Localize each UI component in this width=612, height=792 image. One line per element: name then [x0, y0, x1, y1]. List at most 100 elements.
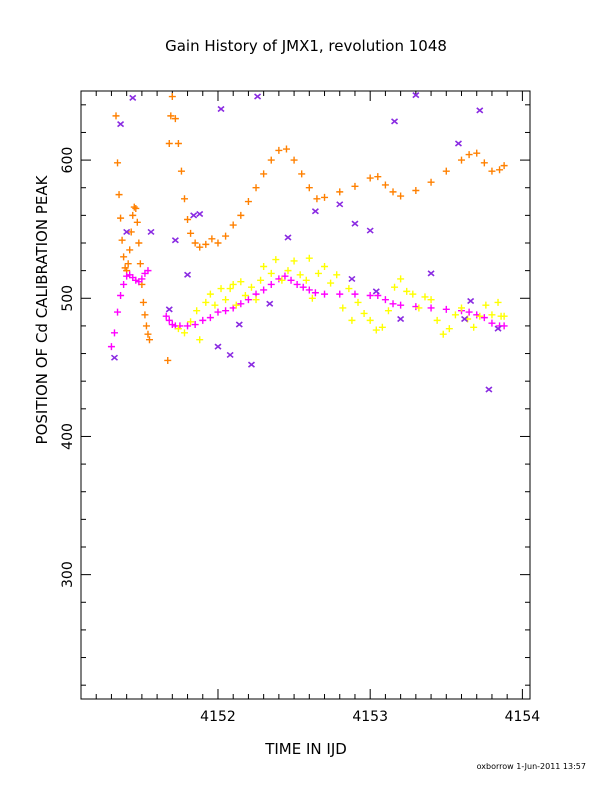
data-point-orange [412, 186, 420, 194]
data-point-orange [145, 336, 153, 344]
data-point-yellow [237, 278, 245, 286]
data-point-yellow [232, 301, 240, 309]
data-point-yellow [226, 285, 234, 293]
x-axis-label: TIME IN IJD [264, 740, 347, 758]
y-tick-label: 500 [60, 285, 76, 312]
data-point-yellow [327, 279, 335, 287]
data-point-orange [112, 112, 120, 120]
data-point-yellow [421, 293, 429, 301]
data-point-purple [366, 227, 374, 234]
data-point-purple [247, 361, 255, 368]
data-point-yellow [333, 271, 341, 279]
data-point-magenta [132, 276, 140, 284]
data-point-magenta [107, 343, 115, 351]
plot-frame [80, 90, 531, 700]
data-point-orange [298, 170, 306, 178]
data-point-purple [117, 121, 125, 128]
axis-ticks [80, 91, 530, 699]
data-point-magenta [162, 312, 170, 320]
data-point-magenta [293, 280, 301, 288]
data-point-purple [254, 93, 262, 100]
data-point-yellow [433, 316, 441, 324]
data-point-purple [412, 92, 420, 99]
chart-title: Gain History of JMX1, revolution 1048 [165, 37, 447, 55]
data-point-yellow [321, 262, 329, 270]
data-point-magenta [214, 308, 222, 316]
data-point-orange [465, 151, 473, 159]
data-point-magenta [473, 311, 481, 319]
data-point-orange [120, 253, 128, 261]
data-point-magenta [237, 300, 245, 308]
data-point-orange [139, 298, 147, 306]
data-point-magenta [117, 292, 125, 300]
data-point-yellow [451, 311, 459, 319]
data-point-magenta [465, 308, 473, 316]
data-point-purple [147, 228, 155, 236]
data-point-purple [171, 237, 179, 244]
data-point-orange [177, 167, 185, 175]
data-point-orange [202, 240, 210, 248]
data-point-purple [110, 354, 118, 361]
data-point-yellow [488, 311, 496, 319]
data-point-yellow [202, 298, 210, 306]
data-point-magenta [397, 301, 405, 309]
data-point-yellow [247, 283, 255, 291]
data-point-yellow [397, 275, 405, 283]
data-point-yellow [458, 304, 466, 312]
data-point-orange [130, 203, 138, 211]
data-point-orange [174, 140, 182, 148]
data-point-yellow [193, 307, 201, 315]
data-point-orange [290, 156, 298, 164]
data-point-orange [260, 170, 268, 178]
data-point-purple [348, 275, 356, 283]
data-point-orange [164, 356, 172, 364]
data-point-orange [229, 221, 237, 229]
data-point-magenta [138, 275, 146, 283]
data-point-yellow [354, 298, 362, 306]
data-point-magenta [275, 275, 283, 283]
data-point-yellow [284, 267, 292, 275]
data-point-orange [237, 211, 245, 219]
data-point-orange [141, 311, 149, 319]
data-point-orange [381, 181, 389, 189]
data-point-yellow [360, 309, 368, 317]
data-point-purple [284, 234, 292, 241]
data-point-magenta [442, 305, 450, 313]
data-point-purple [467, 297, 475, 305]
data-point-purple [266, 300, 274, 307]
data-points [107, 92, 508, 393]
data-point-orange [473, 149, 481, 157]
data-point-purple [461, 315, 469, 323]
data-point-yellow [267, 269, 275, 277]
data-point-purple [165, 306, 173, 313]
data-point-yellow [415, 304, 423, 312]
data-point-yellow [345, 285, 353, 293]
data-point-orange [488, 167, 496, 175]
data-point-orange [336, 188, 344, 196]
data-point-orange [252, 184, 260, 192]
data-point-orange [165, 140, 173, 148]
data-point-yellow [384, 307, 392, 315]
data-point-yellow [403, 287, 411, 295]
data-point-magenta [427, 304, 435, 312]
data-point-yellow [302, 276, 310, 284]
data-point-orange [136, 260, 144, 268]
data-point-orange [282, 145, 290, 153]
data-point-orange [458, 156, 466, 164]
data-point-magenta [488, 319, 496, 327]
data-point-yellow [391, 283, 399, 291]
data-point-yellow [229, 280, 237, 288]
data-point-magenta [311, 289, 319, 297]
data-point-yellow [439, 330, 447, 338]
data-point-purple [311, 208, 319, 215]
data-point-magenta [351, 290, 359, 298]
data-point-magenta [366, 292, 374, 300]
data-point-yellow [290, 257, 298, 265]
data-point-orange [167, 112, 175, 120]
x-tick-label: 4152 [200, 709, 236, 725]
data-point-orange [132, 204, 140, 212]
data-point-orange [126, 246, 134, 254]
data-point-yellow [296, 271, 304, 279]
data-point-orange [366, 174, 374, 182]
